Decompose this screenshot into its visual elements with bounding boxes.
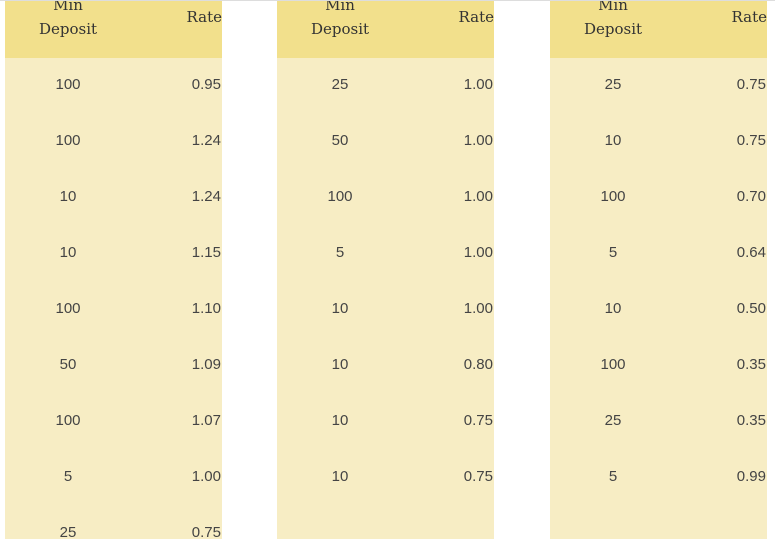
deposit-cell: 100 [327,188,353,205]
deposit-cell: 25 [604,76,622,93]
deposit-cell: 100 [55,300,81,317]
rate-cell: 0.80 [463,356,493,373]
rate-table: Min Deposit Rate 25 1.00 50 1.00 100 1.00 5 1.00 1… [277,1,494,539]
table-header: Min Deposit Rate [5,1,222,58]
header-cell: Min Deposit [583,1,643,38]
rate-cell: 0.75 [463,468,493,485]
rate-cell: 1.10 [191,300,221,317]
deposit-cell: 10 [331,356,349,373]
deposit-cell: 5 [63,468,73,485]
rate-cell: 0.75 [736,132,766,149]
rate-cell: 0.35 [736,356,766,373]
deposit-cell: 10 [331,468,349,485]
rate-cell: 0.75 [736,76,766,93]
deposit-cell: 5 [335,244,345,261]
rate-cell: 1.00 [463,188,493,205]
rate-cell: 0.50 [736,300,766,317]
deposit-cell: 10 [604,300,622,317]
header-cell: Min Deposit [38,1,98,38]
deposit-cell: 25 [59,524,77,539]
deposit-cell: 50 [331,132,349,149]
rate-cell: 0.95 [191,76,221,93]
table-header: Min Deposit Rate [550,1,767,58]
table-header: Min Deposit Rate [277,1,494,58]
deposit-cell: 10 [59,244,77,261]
deposit-cell: 100 [55,412,81,429]
deposit-cell: 10 [331,412,349,429]
rate-cell: 1.07 [191,412,221,429]
rate-table: Min Deposit Rate 100 0.95 100 1.24 10 1.24 10 1.1… [5,1,222,539]
rate-cell: 0.75 [463,412,493,429]
deposit-cell: 10 [59,188,77,205]
header-cell: Rate [186,8,223,26]
rate-cell: 0.35 [736,412,766,429]
deposit-cell: 25 [331,76,349,93]
rate-cell: 0.75 [191,524,221,539]
deposit-cell: 100 [55,132,81,149]
deposit-cell: 10 [331,300,349,317]
rate-cell: 1.00 [191,468,221,485]
rate-cell: 1.00 [463,76,493,93]
rate-cell: 1.09 [191,356,221,373]
deposit-cell: 5 [608,244,618,261]
deposit-cell: 100 [600,356,626,373]
rate-cell: 1.15 [191,244,221,261]
header-cell: Min Deposit [310,1,370,38]
deposit-cell: 100 [55,76,81,93]
rate-cell: 1.00 [463,300,493,317]
rate-cell: 0.64 [736,244,766,261]
deposit-cell: 5 [608,468,618,485]
rate-cell: 1.00 [463,244,493,261]
deposit-cell: 50 [59,356,77,373]
rate-cell: 1.00 [463,132,493,149]
rate-cell: 0.99 [736,468,766,485]
rate-table: Min Deposit Rate 25 0.75 10 0.75 100 0.70 5 0.64 1… [550,1,767,539]
deposit-cell: 10 [604,132,622,149]
header-cell: Rate [731,8,768,26]
rate-cell: 0.70 [736,188,766,205]
deposit-cell: 25 [604,412,622,429]
rate-cell: 1.24 [191,188,221,205]
deposit-cell: 100 [600,188,626,205]
header-cell: Rate [458,8,495,26]
rate-cell: 1.24 [191,132,221,149]
